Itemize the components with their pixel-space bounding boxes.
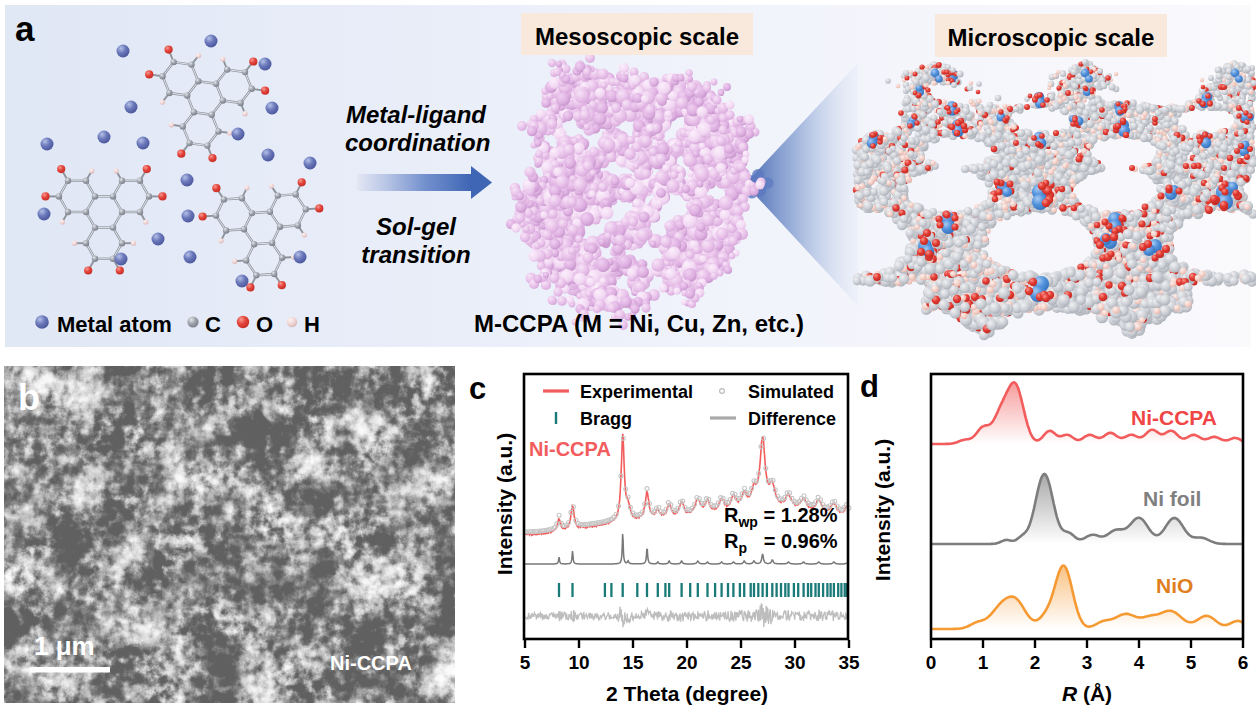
svg-text:b: b [18, 377, 40, 418]
svg-text:d: d [860, 369, 879, 404]
svg-text:1 μm: 1 μm [34, 631, 95, 661]
svg-text:c: c [469, 371, 486, 406]
svg-text:25: 25 [730, 652, 752, 673]
svg-text:Ni foil: Ni foil [1143, 487, 1201, 510]
svg-text:Ni-CCPA: Ni-CCPA [529, 438, 611, 460]
svg-text:NiO: NiO [1156, 574, 1193, 597]
svg-text:Intensity (a.u.): Intensity (a.u.) [871, 439, 894, 581]
svg-text:Rwp = 1.28%: Rwp = 1.28% [724, 504, 838, 530]
svg-text:3: 3 [1082, 652, 1093, 673]
svg-text:2 Theta (degree): 2 Theta (degree) [606, 682, 768, 705]
svg-text:Intensity (a.u.): Intensity (a.u.) [493, 433, 516, 575]
svg-text:Simulated: Simulated [748, 382, 834, 402]
svg-text:Difference: Difference [748, 409, 836, 429]
svg-text:Rp = 0.96%: Rp = 0.96% [724, 530, 838, 556]
svg-text:10: 10 [568, 652, 589, 673]
svg-text:Ni-CCPA: Ni-CCPA [330, 652, 412, 674]
svg-text:Experimental: Experimental [580, 382, 693, 402]
svg-text:2: 2 [1030, 652, 1041, 673]
svg-text:5: 5 [520, 652, 531, 673]
svg-text:20: 20 [676, 652, 697, 673]
svg-text:Ni-CCPA: Ni-CCPA [1131, 406, 1217, 429]
svg-text:15: 15 [622, 652, 644, 673]
svg-text:R (Å): R (Å) [1062, 682, 1112, 705]
svg-text:6: 6 [1238, 652, 1249, 673]
svg-text:1: 1 [978, 652, 989, 673]
svg-text:4: 4 [1134, 652, 1145, 673]
svg-text:30: 30 [784, 652, 805, 673]
svg-text:0: 0 [926, 652, 937, 673]
svg-text:Bragg: Bragg [580, 409, 632, 429]
svg-text:5: 5 [1186, 652, 1197, 673]
